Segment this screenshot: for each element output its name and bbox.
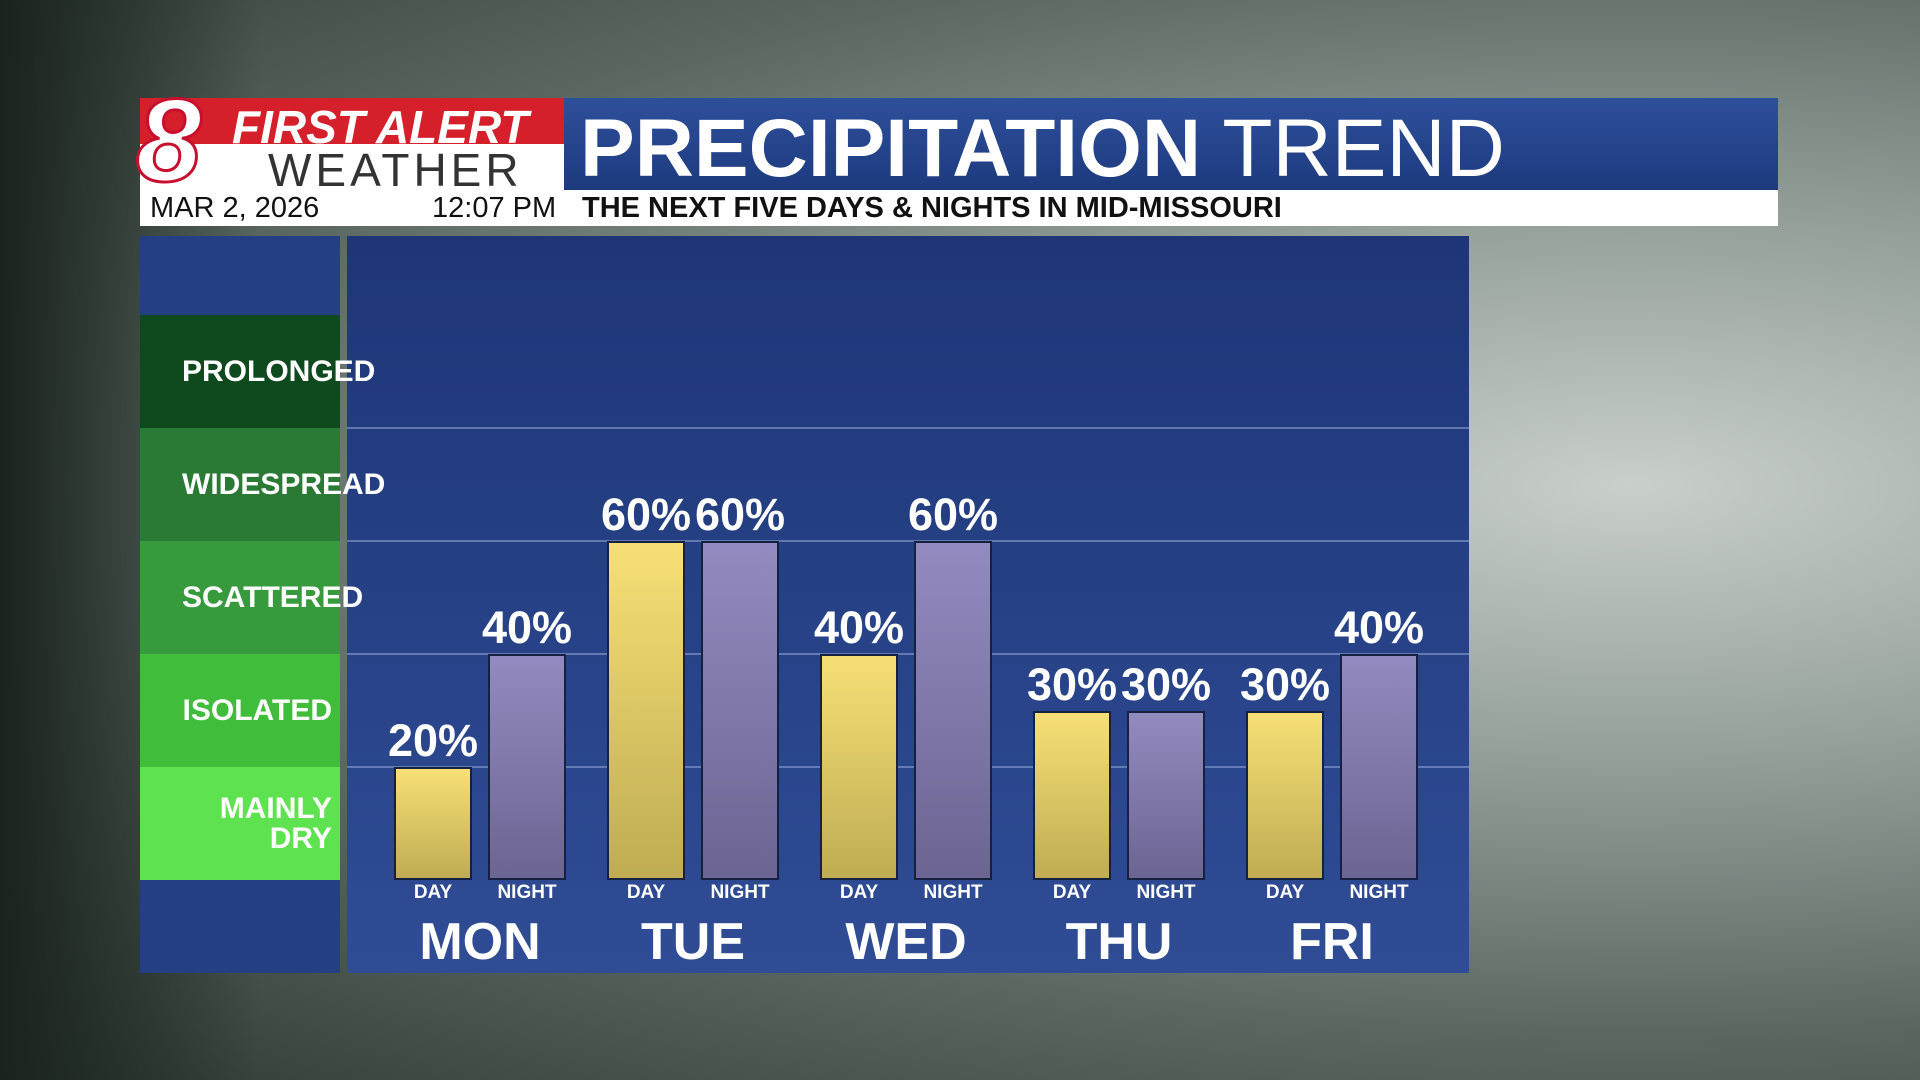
series-label: DAY	[413, 882, 453, 903]
info-strip	[140, 190, 1778, 226]
bar	[701, 541, 779, 880]
value-label: 40%	[813, 602, 905, 653]
bar	[607, 541, 685, 880]
series-label: DAY	[839, 882, 879, 903]
value-label: 30%	[1239, 658, 1331, 710]
series-label: NIGHT	[923, 882, 983, 903]
category-label: TUE	[641, 913, 745, 971]
bar	[1340, 654, 1418, 880]
bar	[1246, 710, 1324, 880]
category-label: THU	[1065, 913, 1173, 971]
series-label: DAY	[626, 882, 666, 903]
date: MAR 2, 2026	[150, 192, 320, 224]
series-label: DAY	[1052, 882, 1092, 903]
series-label: NIGHT	[710, 882, 770, 903]
value-label: 60%	[600, 489, 692, 540]
title-bar	[564, 98, 1778, 190]
series-label: DAY	[1265, 882, 1305, 903]
category-label: MON	[419, 913, 541, 971]
category-label: WED	[845, 913, 967, 971]
series-label: NIGHT	[1349, 882, 1409, 903]
level-band: MAINLY DRY	[140, 767, 340, 880]
level-band: SCATTERED	[140, 541, 364, 654]
level-label: ISOLATED	[182, 693, 332, 727]
title-bold: PRECIPITATION	[580, 103, 1202, 194]
grid-line	[347, 653, 1469, 655]
grid-line	[347, 540, 1469, 542]
chart-title: PRECIPITATION TREND	[580, 102, 1505, 196]
value-label: 40%	[481, 602, 573, 653]
bar	[914, 541, 992, 880]
level-label: SCATTERED	[182, 580, 364, 614]
logo-box	[140, 98, 564, 190]
series-label: NIGHT	[497, 882, 557, 903]
level-band: ISOLATED	[140, 654, 340, 767]
value-label: 30%	[1120, 658, 1212, 710]
logo-number: 8	[135, 75, 204, 207]
grid-line	[347, 427, 1469, 429]
time: 12:07 PM	[432, 192, 557, 224]
bar	[488, 654, 566, 880]
level-band: PROLONGED	[140, 315, 376, 428]
value-label: 40%	[1333, 602, 1425, 653]
series-label: NIGHT	[1136, 882, 1196, 903]
category-label: FRI	[1290, 913, 1374, 971]
brand-top: FIRST ALERT	[232, 101, 529, 153]
value-label: 30%	[1026, 658, 1118, 710]
level-label: PROLONGED	[182, 354, 376, 388]
level-band: WIDESPREAD	[140, 428, 386, 541]
grid-line	[347, 766, 1469, 768]
bar	[1127, 710, 1205, 880]
level-label: WIDESPREAD	[182, 467, 386, 501]
value-label: 20%	[387, 715, 479, 766]
bar	[394, 767, 472, 880]
bar	[1033, 710, 1111, 880]
subtitle: THE NEXT FIVE DAYS & NIGHTS IN MID-MISSO…	[582, 192, 1282, 224]
value-label: 60%	[694, 489, 786, 540]
title-light: TREND	[1222, 103, 1505, 194]
level-label: MAINLY DRY	[219, 791, 332, 855]
brand-bottom: WEATHER	[268, 144, 523, 196]
value-label: 60%	[907, 489, 999, 540]
bar	[820, 654, 898, 880]
